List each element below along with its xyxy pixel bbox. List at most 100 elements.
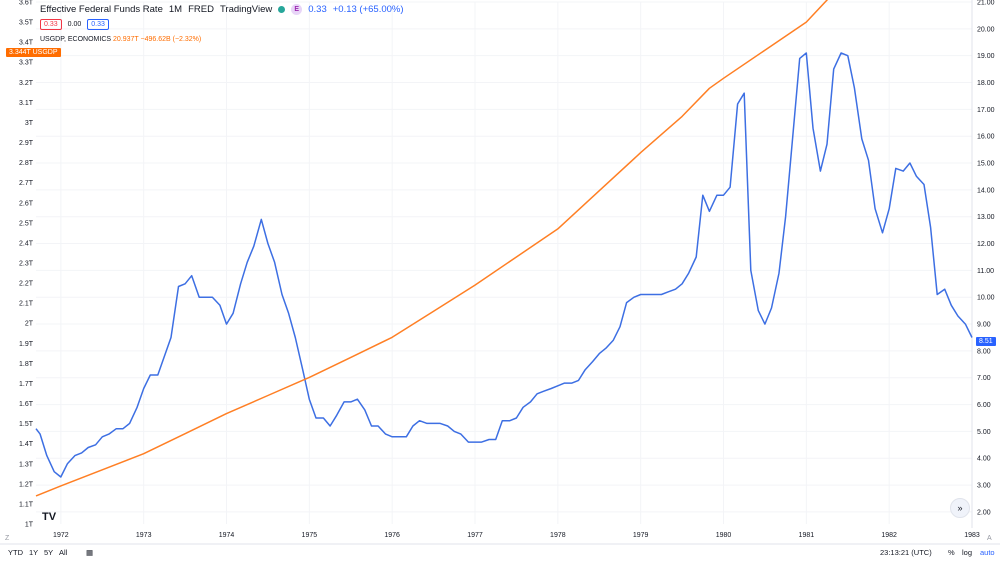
- tradingview-logo[interactable]: TV: [42, 511, 57, 523]
- right-axis-tick-label: 9.00: [977, 322, 991, 329]
- percent-toggle[interactable]: %: [948, 548, 955, 557]
- left-axis-tick-label: 3.3T: [19, 60, 34, 67]
- right-axis-tick-label: 6.00: [977, 402, 991, 409]
- left-axis-tick-label: 2.7T: [19, 180, 34, 187]
- gdp-last-value-tag: 3.344T USGDP: [6, 48, 61, 57]
- legend-title[interactable]: Effective Federal Funds Rate: [40, 4, 163, 15]
- left-axis-settings-icon[interactable]: Z: [5, 535, 10, 542]
- time-axis-tick-label: 1979: [633, 532, 649, 539]
- time-axis-tick-label: 1980: [716, 532, 732, 539]
- right-axis-tick-label: 4.00: [977, 456, 991, 463]
- right-axis-tick-label: 13.00: [977, 214, 995, 221]
- legend-bid-ask-row: 0.33 0.00 0.33: [40, 19, 404, 30]
- legend-gdp-value: 20.937T: [113, 36, 139, 43]
- right-axis-tick-label: 3.00: [977, 483, 991, 490]
- buy-button[interactable]: 0.33: [87, 19, 109, 30]
- left-axis-tick-label: 1.4T: [19, 441, 34, 448]
- legend-interval[interactable]: 1M: [168, 4, 183, 15]
- left-axis-tick-label: 2.6T: [19, 200, 34, 207]
- bottom-toolbar: YTD 1Y 5Y All ▦ 23:13:21 (UTC) % log aut…: [0, 545, 1000, 563]
- range-1y-button[interactable]: 1Y: [29, 548, 39, 557]
- left-axis-tick-label: 3.5T: [19, 20, 34, 27]
- right-axis-tick-label: 19.00: [977, 53, 995, 60]
- left-axis-tick-label: 1.1T: [19, 501, 34, 508]
- left-axis-tick-label: 2T: [25, 321, 34, 328]
- right-axis-tick-label: 2.00: [977, 509, 991, 516]
- gdp-tag-value: 3.344T: [9, 49, 31, 56]
- left-price-axis[interactable]: 1T 1.1T 1.2T 1.3T 1.4T 1.5T 1.6T 1.7T 1.8T 1.9T 2T…: [19, 0, 34, 529]
- market-status-icon[interactable]: [278, 6, 286, 13]
- left-axis-tick-label: 2.9T: [19, 140, 34, 147]
- left-axis-tick-label: 2.8T: [19, 160, 34, 167]
- left-axis-tick-label: 3.1T: [19, 100, 34, 107]
- gdp-series-line: [35, 0, 829, 497]
- right-axis-tick-label: 5.00: [977, 429, 991, 436]
- range-5y-button[interactable]: 5Y: [44, 548, 54, 557]
- time-axis-tick-label: 1972: [53, 532, 69, 539]
- legend-gdp-change: −496.62B (−2.32%): [140, 36, 202, 43]
- earnings-badge[interactable]: E: [291, 4, 303, 15]
- series-layer: [35, 0, 973, 497]
- right-price-axis[interactable]: 2.00 3.00 4.00 5.00 6.00 7.00 8.00 9.00 10.00 11.…: [971, 0, 995, 528]
- left-axis-tick-label: 3.6T: [19, 0, 34, 7]
- left-axis-tick-label: 1.6T: [19, 401, 34, 408]
- time-axis-tick-label: 1983: [964, 532, 980, 539]
- left-axis-tick-label: 2.2T: [19, 281, 34, 288]
- right-axis-tick-label: 10.00: [977, 295, 995, 302]
- right-axis-tick-label: 12.00: [977, 241, 995, 248]
- left-axis-tick-label: 1.9T: [19, 341, 34, 348]
- time-axis-tick-label: 1975: [302, 532, 318, 539]
- legend-source[interactable]: FRED: [188, 4, 214, 15]
- range-all-button[interactable]: All: [59, 548, 68, 557]
- utc-clock[interactable]: 23:13:21 (UTC): [880, 548, 932, 557]
- legend-publisher[interactable]: TradingView: [219, 4, 273, 15]
- right-axis-tick-label: 17.00: [977, 107, 995, 114]
- double-chevron-right-icon: »: [957, 503, 963, 513]
- auto-scale-toggle[interactable]: auto: [980, 548, 995, 557]
- left-axis-tick-label: 1.3T: [19, 461, 34, 468]
- right-axis-tick-label: 18.00: [977, 80, 995, 87]
- scroll-to-realtime-button[interactable]: »: [950, 498, 970, 518]
- right-axis-settings-icon[interactable]: A: [987, 535, 992, 542]
- sell-button[interactable]: 0.33: [40, 19, 62, 30]
- right-axis-tick-label: 8.00: [977, 348, 991, 355]
- right-axis-tick-label: 20.00: [977, 26, 995, 33]
- calendar-icon[interactable]: ▦: [86, 548, 94, 557]
- legend-fed-change: +0.13 (+65.00%): [332, 4, 404, 15]
- left-axis-tick-label: 3.4T: [19, 40, 34, 47]
- time-axis[interactable]: 1972 1973 1974 1975 1976 1977 1978 1979 1980 1981…: [0, 532, 1000, 545]
- left-axis-tick-label: 1.5T: [19, 421, 34, 428]
- legend-gdp-row[interactable]: USGDP, ECONOMICS 20.937T −496.62B (−2.32…: [40, 36, 404, 43]
- left-axis-tick-label: 2.4T: [19, 240, 34, 247]
- fed-funds-series-line: [35, 52, 973, 478]
- legend-fed-value: 0.33: [308, 4, 327, 15]
- time-axis-tick-label: 1974: [219, 532, 235, 539]
- legend-gdp-label: USGDP, ECONOMICS: [40, 36, 112, 43]
- left-axis-tick-label: 3.2T: [19, 80, 34, 87]
- range-ytd-button[interactable]: YTD: [8, 548, 23, 557]
- left-axis-tick-label: 1.2T: [19, 481, 34, 488]
- log-toggle[interactable]: log: [962, 548, 973, 557]
- left-axis-tick-label: 2.1T: [19, 301, 34, 308]
- right-axis-tick-label: 11.00: [977, 268, 994, 275]
- legend-main-row: Effective Federal Funds Rate 1M FRED Tra…: [40, 4, 404, 15]
- left-axis-tick-label: 1.7T: [19, 381, 34, 388]
- time-axis-tick-label: 1976: [384, 532, 400, 539]
- left-axis-tick-label: 2.5T: [19, 220, 34, 227]
- left-axis-tick-label: 3T: [25, 120, 34, 127]
- left-axis-tick-label: 2.3T: [19, 261, 34, 268]
- grid-lines: [36, 1, 973, 524]
- right-axis-tick-label: 21.00: [977, 0, 995, 7]
- time-axis-tick-label: 1982: [881, 532, 897, 539]
- right-axis-tick-label: 7.00: [977, 375, 991, 382]
- spread-value: 0.00: [67, 21, 82, 28]
- time-axis-tick-label: 1981: [799, 532, 815, 539]
- fed-last-value-tag: 8.51: [976, 337, 996, 346]
- time-axis-tick-label: 1973: [136, 532, 152, 539]
- time-axis-tick-label: 1978: [550, 532, 566, 539]
- right-axis-tick-label: 14.00: [977, 187, 995, 194]
- right-axis-tick-label: 15.00: [977, 161, 995, 168]
- left-axis-tick-label: 1T: [25, 522, 34, 529]
- gdp-tag-symbol: USGDP: [32, 49, 58, 56]
